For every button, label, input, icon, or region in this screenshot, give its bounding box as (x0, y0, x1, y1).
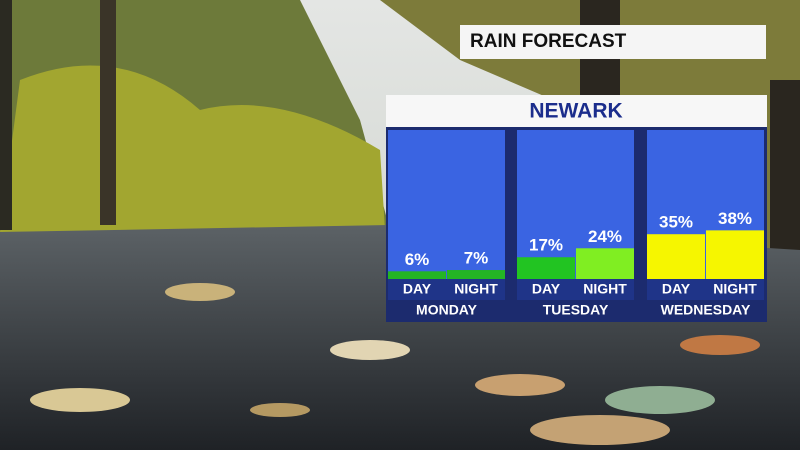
bar (517, 257, 575, 279)
bar (706, 230, 764, 279)
bar (388, 271, 446, 279)
label-row (517, 279, 634, 300)
value-label: 7% (464, 249, 489, 268)
value-label: 38% (718, 209, 752, 228)
value-label: 17% (529, 236, 563, 255)
label-row (647, 279, 764, 300)
period-label: NIGHT (713, 281, 757, 297)
value-label: 35% (659, 213, 693, 232)
period-label: NIGHT (583, 281, 627, 297)
day-name: MONDAY (416, 302, 478, 318)
subtitle-box (386, 95, 767, 127)
title-box (460, 25, 766, 59)
day-column (388, 130, 505, 279)
bar (647, 234, 705, 279)
label-row (388, 279, 505, 300)
bar (576, 248, 634, 279)
value-label: 6% (405, 250, 430, 269)
period-label: DAY (662, 281, 691, 297)
day-name: WEDNESDAY (661, 302, 751, 318)
value-label: 24% (588, 227, 622, 246)
title: RAIN FORECAST (470, 31, 627, 52)
day-name: TUESDAY (543, 302, 609, 318)
bar (447, 270, 505, 279)
period-label: DAY (532, 281, 561, 297)
period-label: NIGHT (454, 281, 498, 297)
period-label: DAY (403, 281, 432, 297)
subtitle: NEWARK (529, 100, 622, 123)
